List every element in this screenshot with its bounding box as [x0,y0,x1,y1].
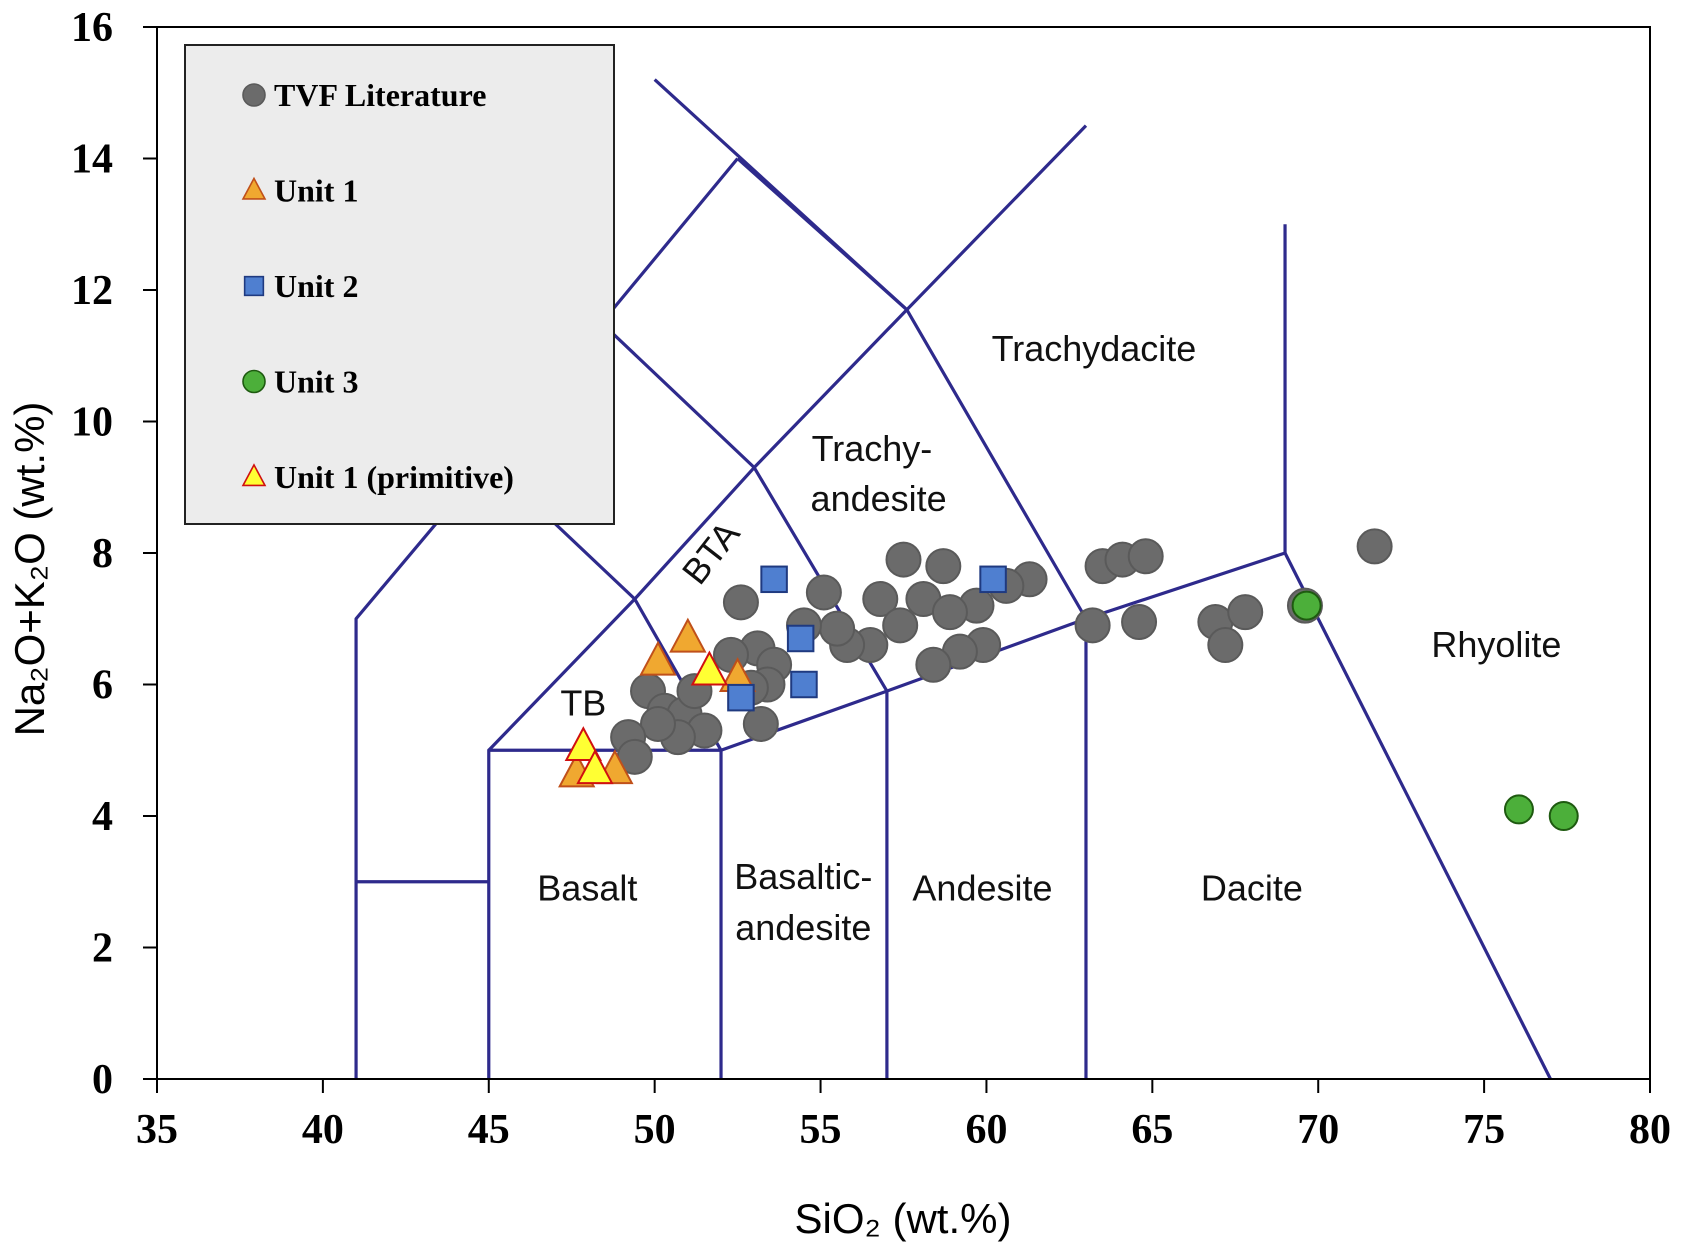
field-label: Dacite [1201,867,1303,908]
circle-marker [1356,528,1393,565]
circle-marker [742,705,779,742]
circle-marker [862,581,899,618]
field-label: TB [560,683,606,724]
square-marker [727,683,755,712]
field-label: Basaltic- [734,856,872,897]
field-label: Trachy- [812,428,933,469]
x-tick-label: 55 [800,1107,842,1153]
x-tick-label: 75 [1463,1107,1505,1153]
legend-label: Unit 1 [274,173,358,209]
circle-marker [915,646,952,683]
field-boundary [1283,552,1552,1080]
circle-marker [242,83,266,107]
field-label: Andesite [912,867,1052,908]
x-tick-label: 60 [965,1107,1007,1153]
circle-marker [242,369,266,394]
x-tick-label: 40 [302,1107,344,1153]
circle-marker [1291,590,1322,621]
circle-marker [882,607,919,644]
x-tick-label: 50 [634,1107,676,1153]
x-axis-title: SiO₂ (wt.%) [795,1195,1012,1242]
circle-marker [712,636,749,673]
y-tick-label: 8 [92,531,113,577]
field-label: Rhyolite [1431,624,1561,665]
circle-marker [885,541,922,578]
legend-label: TVF Literature [274,77,486,113]
square-marker [786,624,815,653]
triangle-marker [241,463,267,487]
legend-label: Unit 3 [274,364,358,400]
circle-marker [1121,604,1158,641]
circle-marker [925,548,962,585]
legend-label: Unit 2 [274,268,358,304]
square-marker [790,670,818,699]
y-tick-label: 16 [71,5,113,51]
legend: TVF Literature Unit 1 Unit 2 Unit 3 Unit 1 (… [184,44,615,525]
x-tick-label: 65 [1131,1107,1173,1153]
y-tick-label: 4 [92,794,113,840]
field-label: andesite [735,907,871,948]
y-tick-label: 0 [92,1057,113,1103]
x-tick-label: 70 [1297,1107,1339,1153]
triangle-marker [669,617,707,653]
plot-frame [156,26,1651,1080]
triangle-marker [241,176,267,200]
y-tick-label: 10 [71,400,113,446]
y-tick-label: 14 [71,137,113,183]
y-axis-title: Na₂O+K₂O (wt.%) [6,402,53,737]
field-label: Trachydacite [992,328,1197,369]
circle-marker [1074,607,1111,644]
circle-marker [819,610,856,647]
circle-marker [931,594,968,631]
x-tick-label: 45 [468,1107,510,1153]
legend-label: Unit 1 (primitive) [274,459,514,495]
triangle-marker [564,726,603,762]
y-tick-label: 12 [71,268,113,314]
circle-marker [1503,794,1534,825]
circle-marker [1227,594,1264,631]
field-boundary [736,157,908,311]
square-marker [760,565,788,594]
y-tick-label: 6 [92,663,113,709]
circle-marker [639,705,676,742]
circle-marker [722,584,759,621]
x-tick-label: 35 [136,1107,178,1153]
circle-marker [805,574,842,611]
x-tick-label: 80 [1629,1107,1671,1153]
field-label: andesite [811,478,947,519]
field-label: Basalt [537,867,637,908]
square-marker [243,275,265,297]
triangle-marker [690,650,729,686]
triangle-marker [639,640,677,676]
field-label: BTA [674,514,748,592]
y-tick-label: 2 [92,926,113,972]
circle-marker [1207,627,1244,664]
circle-marker [1548,801,1579,831]
circle-marker [1127,538,1164,575]
square-marker [979,565,1007,594]
triangle-marker [576,749,614,785]
